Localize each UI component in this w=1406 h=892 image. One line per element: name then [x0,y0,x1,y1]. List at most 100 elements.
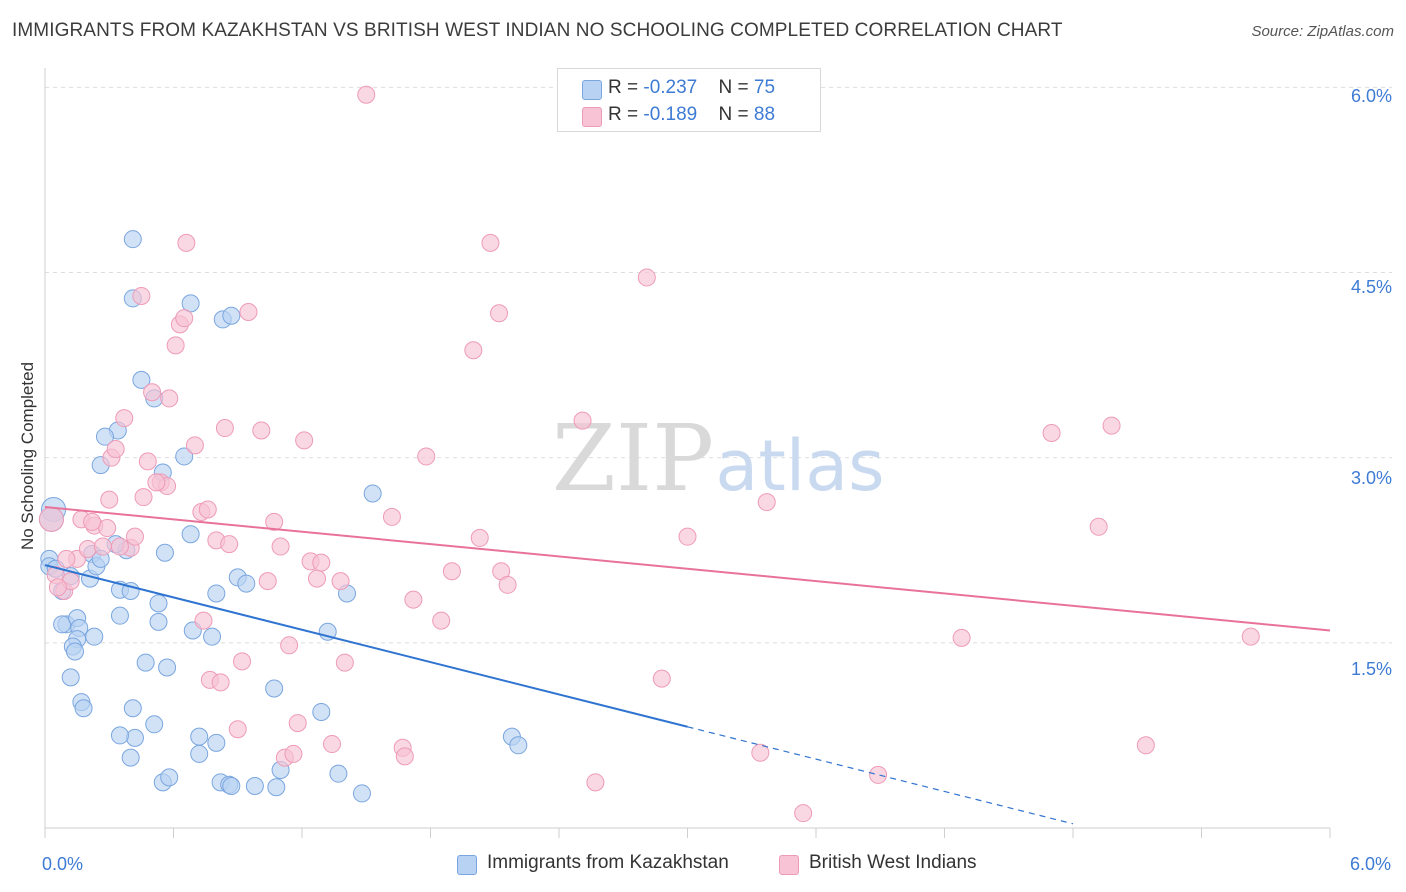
data-point-kazakhstan [181,294,200,313]
data-point-british-west-indians [106,440,125,459]
data-point-british-west-indians [147,473,166,492]
data-point-british-west-indians [284,744,303,763]
data-point-kazakhstan [222,306,241,325]
data-point-british-west-indians [470,528,489,547]
data-point-british-west-indians [573,411,592,430]
data-point-british-west-indians [252,421,271,440]
data-point-kazakhstan [65,642,84,661]
data-point-british-west-indians [395,747,414,766]
data-point-british-west-indians [132,286,151,305]
data-point-kazakhstan [136,653,155,672]
data-point-kazakhstan [329,764,348,783]
data-point-british-west-indians [678,527,697,546]
data-point-british-west-indians [175,309,194,328]
data-point-british-west-indians [233,652,252,671]
data-point-kazakhstan [181,525,200,544]
data-point-kazakhstan [121,748,140,767]
data-point-british-west-indians [258,572,277,591]
data-point-british-west-indians [198,500,217,519]
data-point-british-west-indians [1102,416,1121,435]
data-point-kazakhstan [207,733,226,752]
x-tick-label: 0.0% [42,854,84,874]
data-point-kazakhstan [123,230,142,249]
legend-swatch-pink [582,107,602,127]
data-point-british-west-indians [1241,627,1260,646]
data-point-kazakhstan [85,627,104,646]
data-point-british-west-indians [115,409,134,428]
legend-r-label: R = [608,77,644,98]
data-point-british-west-indians [100,490,119,509]
data-point-british-west-indians [357,85,376,104]
data-point-british-west-indians [442,562,461,581]
data-point-kazakhstan [312,702,331,721]
data-point-british-west-indians [211,673,230,692]
data-point-british-west-indians [98,519,117,538]
data-point-british-west-indians [335,653,354,672]
data-point-kazakhstan [158,658,177,677]
legend-swatch-blue [582,80,602,100]
data-point-kazakhstan [61,668,80,687]
legend-n-value: 88 [753,104,776,125]
data-point-british-west-indians [295,431,314,450]
data-point-british-west-indians [215,419,234,438]
correlation-legend: R = -0.237 N = 75 R = -0.189 N = 88 [557,68,821,132]
data-point-british-west-indians [490,304,509,323]
data-point-kazakhstan [74,699,93,718]
data-point-kazakhstan [110,726,129,745]
data-point-british-west-indians [239,303,258,322]
data-point-kazakhstan [160,768,179,787]
data-point-british-west-indians [652,669,671,688]
data-point-british-west-indians [382,507,401,526]
data-point-british-west-indians [794,804,813,823]
legend-r-value: -0.237 [643,77,698,98]
trend-line-kazakhstan [44,564,688,728]
data-point-british-west-indians [637,268,656,287]
watermark-atlas: atlas [715,425,884,507]
data-point-british-west-indians [757,493,776,512]
data-point-kazakhstan [149,612,168,631]
data-point-kazakhstan [110,606,129,625]
data-point-british-west-indians [228,720,247,739]
data-point-british-west-indians [125,527,144,546]
data-point-british-west-indians [481,233,500,252]
data-point-british-west-indians [751,743,770,762]
data-point-kazakhstan [95,427,114,446]
legend-swatch-blue [457,855,477,875]
data-point-british-west-indians [288,714,307,733]
legend-row-british-west-indians: R = -0.189 N = 88 [582,104,776,127]
data-point-kazakhstan [149,594,168,613]
data-point-british-west-indians [417,447,436,466]
legend-n-label: N = [718,77,754,98]
data-point-british-west-indians [322,735,341,754]
data-point-british-west-indians [83,512,102,531]
data-point-kazakhstan [222,777,241,796]
data-point-british-west-indians [78,540,97,559]
data-point-british-west-indians [166,336,185,355]
data-point-kazakhstan [352,784,371,803]
legend-label-kazakhstan: Immigrants from Kazakhstan [487,852,729,873]
data-point-british-west-indians [57,549,76,568]
data-point-british-west-indians [464,341,483,360]
data-point-british-west-indians [498,575,517,594]
legend-n-value: 75 [753,77,776,98]
data-point-kazakhstan [509,736,528,755]
y-tick-label: 4.5% [1350,277,1392,297]
data-point-kazakhstan [363,484,382,503]
data-point-british-west-indians [331,572,350,591]
y-tick-label: 1.5% [1350,659,1392,679]
data-point-kazakhstan [207,584,226,603]
x-tick-label: 6.0% [1350,854,1392,874]
data-point-british-west-indians [177,233,196,252]
trend-line-extension [687,726,1074,825]
legend-row-kazakhstan: R = -0.237 N = 75 [582,77,776,100]
data-point-british-west-indians [1136,736,1155,755]
trend-line-british-west-indians [44,506,1331,632]
data-point-british-west-indians [280,636,299,655]
legend-n-label: N = [718,104,754,125]
y-tick-label: 6.0% [1350,86,1392,106]
source-label: Source: ZipAtlas.com [1251,23,1394,40]
data-point-kazakhstan [245,777,264,796]
data-point-kazakhstan [125,728,144,747]
data-point-british-west-indians [307,569,326,588]
